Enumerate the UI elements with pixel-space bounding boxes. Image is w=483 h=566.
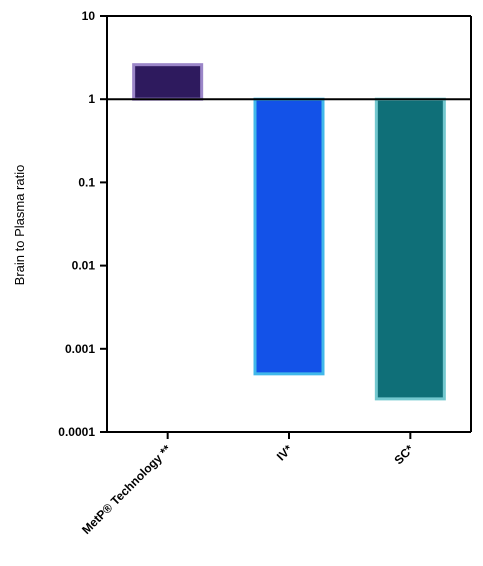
x-category-label-1: IV* [274, 442, 295, 463]
x-category-label-0: MetP® Technology ** [79, 442, 174, 537]
bar-0 [132, 63, 204, 101]
bar-2 [374, 97, 446, 401]
bars-group [107, 63, 471, 401]
y-tick-label-4: 1 [88, 92, 95, 106]
y-axis: 0.0001 0.001 0.01 0.1 1 10 [58, 9, 472, 439]
x-axis: MetP® Technology ** IV* SC* [79, 431, 471, 537]
bar-1 [253, 97, 325, 376]
y-tick-label-3: 0.1 [78, 175, 95, 189]
x-category-label-2: SC* [391, 442, 416, 467]
y-tick-label-0: 0.0001 [58, 425, 95, 439]
y-tick-label-2: 0.01 [72, 259, 96, 273]
y-tick-label-1: 0.001 [65, 342, 95, 356]
y-axis-title: Brain to Plasma ratio [12, 165, 27, 286]
y-tick-label-5: 10 [82, 9, 96, 23]
